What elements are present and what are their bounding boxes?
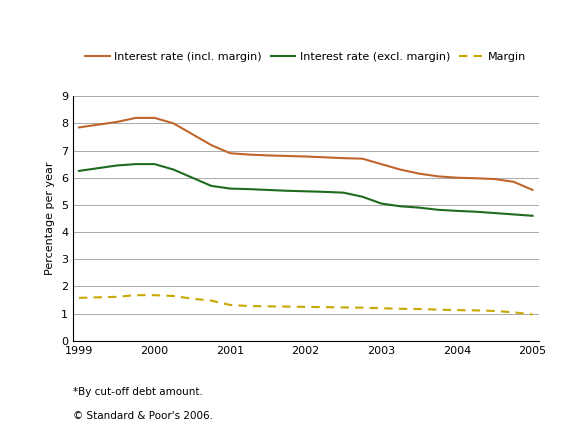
Text: *By cut-off debt amount.: *By cut-off debt amount. — [73, 387, 203, 397]
Text: Chart 1: Weighted-Average Interest Rate, Interest Rate Before Margin, and Loan: Chart 1: Weighted-Average Interest Rate,… — [10, 18, 548, 31]
Legend: Interest rate (incl. margin), Interest rate (excl. margin), Margin: Interest rate (incl. margin), Interest r… — [81, 48, 531, 67]
Y-axis label: Percentage per year: Percentage per year — [45, 162, 56, 275]
Text: Margin*: Margin* — [10, 45, 63, 59]
Text: © Standard & Poor's 2006.: © Standard & Poor's 2006. — [73, 411, 213, 421]
